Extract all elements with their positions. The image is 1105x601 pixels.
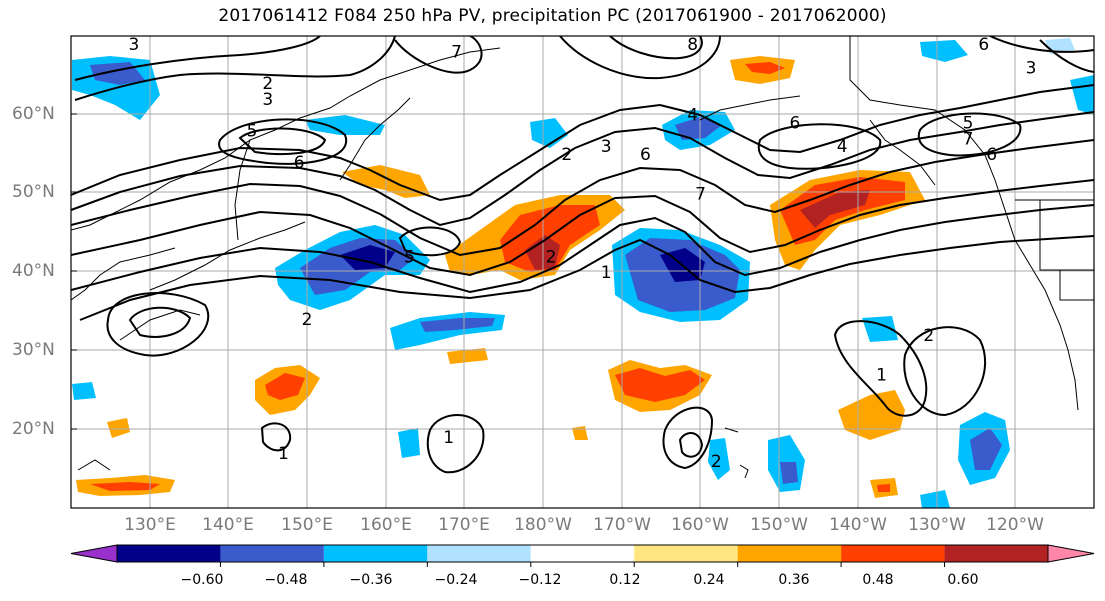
colorbar-tick: −0.60 bbox=[180, 572, 224, 588]
contour-label: 1 bbox=[876, 365, 887, 385]
contour-label: 1 bbox=[278, 444, 289, 464]
lon-label-170w: 170°W bbox=[593, 515, 651, 535]
contour-label: 6 bbox=[790, 114, 801, 134]
contour-label: 7 bbox=[695, 184, 706, 204]
lon-label-150e: 150°E bbox=[281, 515, 333, 535]
contour-label: 1 bbox=[443, 428, 454, 448]
colorbar-tick: 0.60 bbox=[947, 572, 979, 588]
colorbar-tick: −0.12 bbox=[518, 572, 562, 588]
contour-label: 3 bbox=[129, 35, 140, 55]
contour-label: 6 bbox=[986, 145, 997, 165]
lat-label-60n: 60°N bbox=[12, 104, 55, 124]
contour-label: 6 bbox=[978, 35, 989, 55]
lat-label-50n: 50°N bbox=[12, 182, 55, 202]
contour-label: 2 bbox=[711, 452, 722, 472]
colorbar-tick: 0.36 bbox=[778, 572, 810, 588]
coastlines bbox=[71, 36, 1094, 479]
contour-label: 2 bbox=[923, 326, 934, 346]
lon-label-150w: 150°W bbox=[750, 515, 808, 535]
lat-label-30n: 30°N bbox=[12, 340, 55, 360]
pv-contours bbox=[71, 36, 1094, 474]
contour-label: 3 bbox=[1026, 58, 1037, 78]
contour-label: 5 bbox=[963, 114, 974, 134]
contour-label: 7 bbox=[963, 129, 974, 149]
axis-ticks bbox=[71, 113, 77, 430]
lon-label-160w: 160°W bbox=[671, 515, 729, 535]
contour-label: 5 bbox=[404, 247, 415, 267]
contour-label: 2 bbox=[561, 145, 572, 165]
contour-label: 6 bbox=[640, 145, 651, 165]
contour-label: 3 bbox=[601, 137, 612, 157]
contour-label: 3 bbox=[262, 90, 273, 110]
colorbar-tick: −0.36 bbox=[349, 572, 393, 588]
contour-label: 4 bbox=[687, 106, 698, 126]
lon-label-180w: 180°W bbox=[514, 515, 572, 535]
contour-label: 2 bbox=[546, 247, 557, 267]
colorbar-tick: 0.24 bbox=[693, 572, 725, 588]
precip-shading bbox=[72, 38, 1094, 508]
lon-label-160e: 160°E bbox=[360, 515, 412, 535]
lon-label-140w: 140°W bbox=[829, 515, 887, 535]
contour-label: 6 bbox=[294, 153, 305, 173]
map-border bbox=[70, 35, 1095, 509]
lon-label-130e: 130°E bbox=[124, 515, 176, 535]
colorbar-tick: 0.12 bbox=[609, 572, 641, 588]
lon-label-130w: 130°W bbox=[908, 515, 966, 535]
lon-label-140e: 140°E bbox=[202, 515, 254, 535]
contour-label: 7 bbox=[451, 43, 462, 63]
lat-label-20n: 20°N bbox=[12, 419, 55, 439]
contour-label: 2 bbox=[262, 74, 273, 94]
colorbar-tick: 0.48 bbox=[862, 572, 894, 588]
lon-label-120w: 120°W bbox=[986, 515, 1044, 535]
contour-label: 1 bbox=[601, 263, 612, 283]
colorbar-tick: −0.24 bbox=[434, 572, 478, 588]
contour-label: 5 bbox=[247, 121, 258, 141]
lon-label-170e: 170°E bbox=[438, 515, 490, 535]
contour-label: 2 bbox=[302, 310, 313, 330]
lat-label-40n: 40°N bbox=[12, 261, 55, 281]
colorbar-tick: −0.48 bbox=[264, 572, 308, 588]
map-title: 2017061412 F084 250 hPa PV, precipitatio… bbox=[218, 6, 887, 26]
contour-label: 8 bbox=[687, 35, 698, 55]
contour-label: 4 bbox=[837, 137, 848, 157]
